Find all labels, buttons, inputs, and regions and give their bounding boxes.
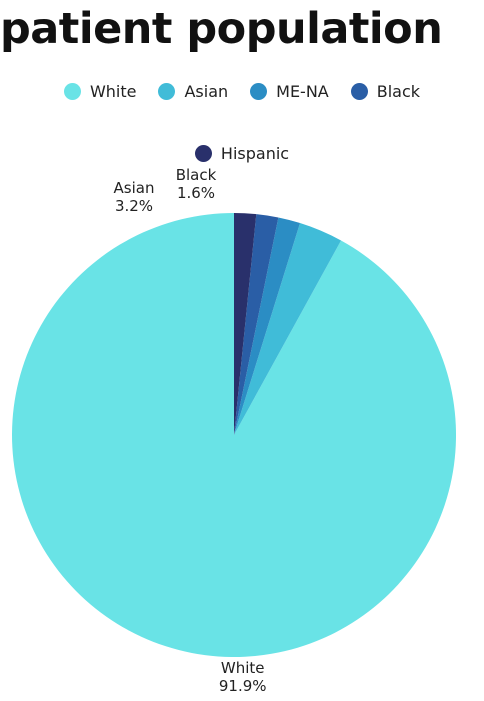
legend-item-black[interactable]: Black (350, 78, 421, 104)
data-label-value-asian: 3.2% (115, 197, 153, 215)
data-label-value-white: 91.9% (219, 677, 267, 695)
pie-data-labels: White 91.9% Asian 3.2% Black 1.6% (114, 166, 267, 695)
legend-swatch-white (63, 82, 81, 100)
legend-swatch-hispanic (194, 144, 212, 162)
legend-label-asian: Asian (184, 81, 229, 101)
legend-swatch-asian (158, 82, 176, 100)
pie-slice-asian[interactable] (234, 223, 342, 435)
legend-swatch-black (350, 82, 368, 100)
data-label-white: White 91.9% (219, 659, 267, 695)
pie-slice-hispanic[interactable] (234, 213, 257, 435)
data-label-value-black: 1.6% (177, 184, 215, 202)
pie-slice-black[interactable] (234, 214, 279, 435)
legend-label-white: White (89, 81, 137, 101)
legend-swatch-me-na (250, 82, 268, 100)
data-label-asian: Asian 3.2% (114, 179, 155, 215)
data-label-name-asian: Asian (114, 179, 155, 197)
legend-item-me-na[interactable]: ME-NA (250, 78, 329, 104)
pie-slice-white[interactable] (12, 213, 457, 658)
legend-label-hispanic: Hispanic (220, 143, 290, 163)
pie-slices (12, 213, 457, 658)
legend-item-white[interactable]: White (63, 78, 137, 104)
data-label-black: Black 1.6% (176, 166, 217, 202)
pie-slice-me-na[interactable] (234, 217, 301, 435)
legend-item-asian[interactable]: Asian (158, 78, 228, 104)
data-label-name-white: White (221, 659, 265, 677)
legend-item-hispanic[interactable]: Hispanic (194, 140, 290, 166)
chart-legend: White Asian ME-NA Black Hispanic (0, 78, 484, 166)
legend-label-me-na: ME-NA (276, 81, 329, 101)
chart-title: patient population (0, 4, 443, 54)
data-label-name-black: Black (176, 166, 217, 184)
legend-label-black: Black (376, 81, 421, 101)
